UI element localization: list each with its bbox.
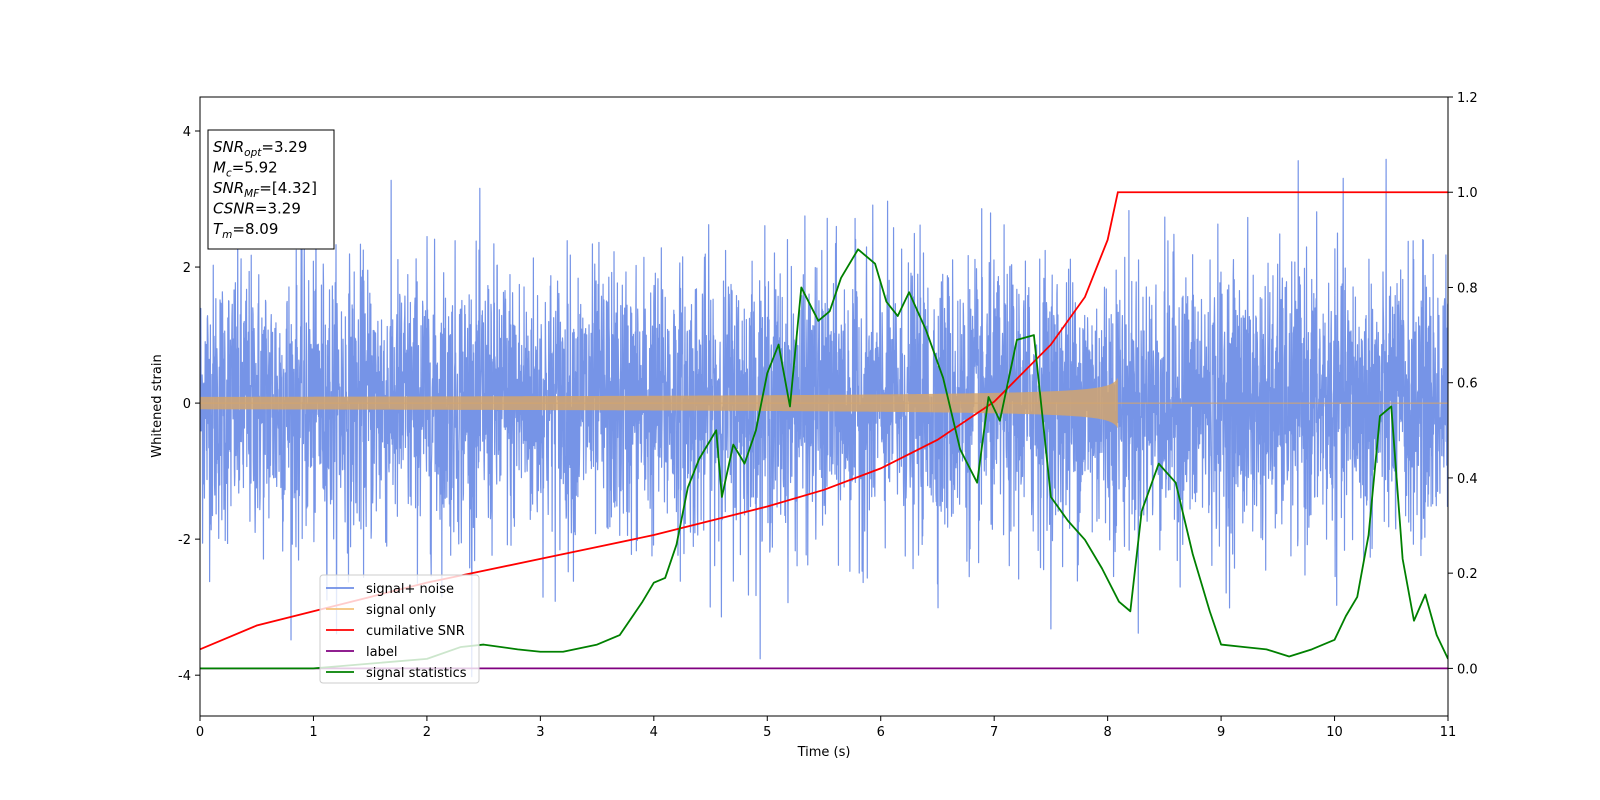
annotation-symbol: T (213, 220, 224, 238)
annotation-line: Tm=8.09 (213, 220, 278, 241)
x-tick-label: 2 (423, 725, 431, 740)
annotation-value: =5.92 (232, 159, 278, 177)
x-tick-label: 7 (990, 725, 998, 740)
annotation-line: SNRopt=3.29 (213, 138, 307, 159)
right-y-tick-label: 1.2 (1457, 91, 1478, 106)
annotation-symbol: SNR (213, 179, 244, 197)
y-axis-label: Whitened strain (150, 354, 165, 457)
x-axis-label: Time (s) (797, 745, 851, 760)
left-y-tick-label: -4 (178, 669, 191, 684)
annotation-box: SNRopt=3.29Mc=5.92SNRMF=[4.32]CSNR=3.29T… (207, 129, 335, 250)
left-y-tick-label: 0 (183, 397, 191, 412)
annotation-subscript: opt (244, 147, 262, 159)
annotation-value: =3.29 (261, 138, 307, 156)
right-y-tick-label: 1.0 (1457, 186, 1478, 201)
x-tick-label: 8 (1103, 725, 1111, 740)
series-signal-statistics-line (200, 248, 1448, 670)
plot-frame (199, 96, 1449, 717)
right-y-tick-label: 0.0 (1457, 662, 1478, 677)
legend-entry: signal statistics (366, 666, 467, 681)
legend-frame (319, 574, 480, 684)
x-tick-label: 6 (877, 725, 885, 740)
left-y-tick-label: 2 (183, 261, 191, 276)
annotation-line: SNRMF=[4.32] (213, 179, 317, 200)
legend-entry: signal only (366, 603, 436, 618)
right-y-axis: 0.0 0.2 0.4 0.6 0.8 1.0 1.2 (1448, 91, 1478, 677)
annotation-subscript: c (226, 168, 232, 180)
legend-entry: cumilative SNR (366, 624, 465, 639)
legend-entry: label (366, 645, 397, 660)
x-tick-label: 9 (1217, 725, 1225, 740)
annotation-subscript: m (222, 229, 232, 241)
annotation-value: =[4.32] (259, 179, 317, 197)
legend-entry: signal+ noise (366, 582, 454, 597)
left-y-tick-label: 4 (183, 125, 191, 140)
series-signal-only-envelope (200, 377, 1118, 429)
legend: signal+ noise signal only cumilative SNR la… (319, 574, 480, 684)
x-axis: 0 1 2 3 4 5 6 7 8 9 10 11 (196, 716, 1456, 740)
left-y-axis: -4 -2 0 2 4 (178, 125, 200, 684)
annotation-symbol: SNR (213, 138, 244, 156)
right-y-tick-label: 0.4 (1457, 472, 1478, 487)
annotation-line: Mc=5.92 (213, 159, 278, 180)
right-y-tick-label: 0.2 (1457, 567, 1478, 582)
x-tick-label: 11 (1440, 725, 1457, 740)
x-tick-label: 3 (536, 725, 544, 740)
annotation-symbol: M (213, 159, 226, 177)
annotation-frame (207, 129, 335, 250)
annotation-line: CSNR=3.29 (213, 200, 301, 218)
x-tick-label: 5 (763, 725, 771, 740)
annotation-value: =3.29 (255, 200, 301, 218)
right-y-tick-label: 0.6 (1457, 377, 1478, 392)
x-tick-label: 10 (1326, 725, 1343, 740)
left-y-tick-label: -2 (178, 533, 191, 548)
right-y-tick-label: 0.8 (1457, 281, 1478, 296)
x-tick-label: 1 (309, 725, 317, 740)
x-tick-label: 4 (650, 725, 658, 740)
series-signal-noise-line (200, 158, 1448, 678)
annotation-value: =8.09 (232, 220, 278, 238)
annotation-subscript: MF (244, 188, 260, 200)
x-tick-label: 0 (196, 725, 204, 740)
annotation-symbol: CSNR (213, 200, 255, 218)
